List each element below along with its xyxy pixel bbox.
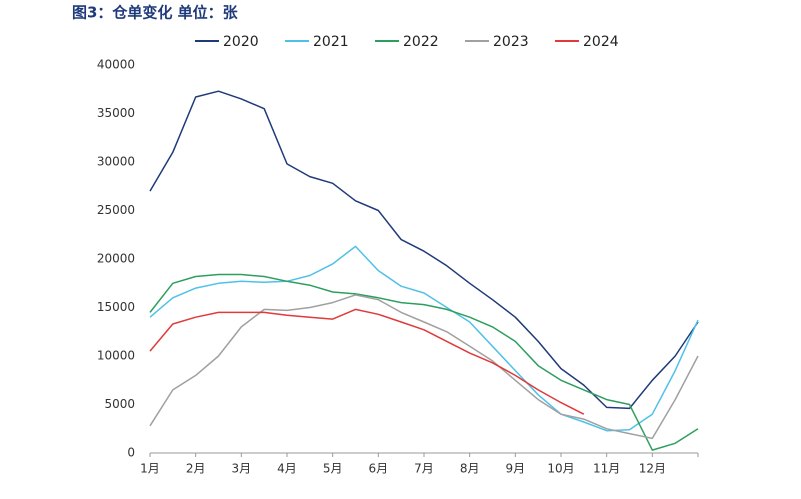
x-tick-label: 4月 (277, 462, 297, 476)
x-tick-label: 9月 (506, 462, 526, 476)
x-tick-label: 8月 (460, 462, 480, 476)
legend-label: 2024 (583, 34, 619, 50)
x-tick-label: 3月 (232, 462, 252, 476)
chart-title: 图3：仓单变化 单位：张 (72, 4, 239, 22)
y-tick-label: 10000 (97, 349, 135, 363)
x-tick-label: 6月 (369, 462, 389, 476)
y-tick-label: 25000 (97, 203, 135, 217)
x-tick-label: 2月 (186, 462, 206, 476)
legend-label: 2021 (313, 34, 349, 50)
legend-label: 2020 (223, 34, 259, 50)
series-line (149, 273, 699, 451)
x-tick-label: 11月 (593, 462, 620, 476)
y-tick-label: 40000 (97, 58, 135, 72)
y-tick-label: 0 (127, 446, 135, 460)
y-tick-label: 15000 (97, 300, 135, 314)
x-tick-label: 7月 (414, 462, 434, 476)
x-tick-label: 1月 (140, 462, 160, 476)
y-tick-label: 30000 (97, 155, 135, 169)
series-line (149, 294, 699, 440)
y-tick-label: 20000 (97, 252, 135, 266)
y-tick-label: 5000 (104, 397, 135, 411)
legend-label: 2022 (403, 34, 439, 50)
x-tick-label: 10月 (547, 462, 574, 476)
x-tick-label: 12月 (639, 462, 666, 476)
series-line (149, 308, 585, 415)
series-line (149, 245, 699, 432)
legend-label: 2023 (493, 34, 529, 50)
x-tick-label: 5月 (323, 462, 343, 476)
y-tick-label: 35000 (97, 106, 135, 120)
series-line (149, 90, 699, 410)
